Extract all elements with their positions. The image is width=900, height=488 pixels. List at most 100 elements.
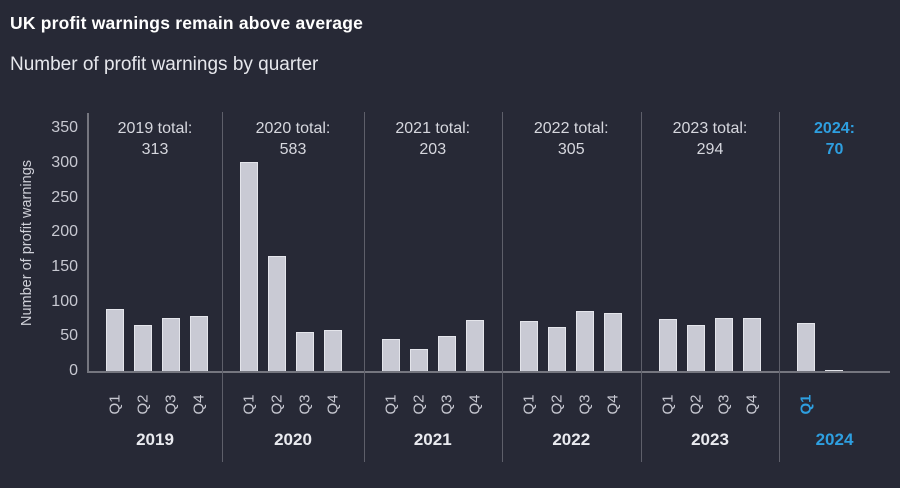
quarter-label: Q1 <box>520 393 538 415</box>
bar-slot <box>715 318 733 371</box>
year-total-value: 70 <box>825 141 844 158</box>
y-tick-label: 100 <box>51 292 78 310</box>
bar-2021-Q4 <box>466 319 484 371</box>
year-label: 2019 <box>136 430 174 449</box>
bar-row <box>641 317 779 371</box>
quarter-label: Q2 <box>548 393 566 415</box>
quarter-label-slot: Q2 <box>687 386 705 422</box>
y-tick-label: 250 <box>51 188 78 206</box>
bar-slot <box>162 317 180 371</box>
quarter-label-slot: Q4 <box>743 386 761 422</box>
quarter-label: Q3 <box>715 393 733 415</box>
quarter-label: Q1 <box>240 393 258 415</box>
quarter-label: Q4 <box>743 393 761 415</box>
bar-row <box>779 322 890 371</box>
bar-slot <box>106 309 124 371</box>
quarter-label: Q3 <box>296 393 314 415</box>
bar-slot <box>466 319 484 371</box>
quarter-label: Q3 <box>162 393 180 415</box>
quarter-label-slot: Q1 <box>797 386 815 422</box>
bar-2019-Q4 <box>190 315 208 371</box>
bar-row <box>88 309 222 371</box>
quarter-label: Q3 <box>438 393 456 415</box>
year-total-annotation: 2019 total: 313 <box>88 118 222 160</box>
year-group-separator <box>501 112 503 462</box>
bar-2019-Q2 <box>134 324 152 371</box>
quarter-label: Q3 <box>576 393 594 415</box>
y-tick-label: 300 <box>51 154 78 172</box>
quarter-label-slot: Q1 <box>106 386 124 422</box>
quarter-label-row: Q1 Q2 Q3 Q4 <box>641 386 779 422</box>
bar-slot <box>603 313 622 371</box>
chart-title: UK profit warnings remain above average <box>10 13 364 33</box>
year-total-annotation: 2022 total: 305 <box>502 118 642 160</box>
y-tick-label: 200 <box>51 223 78 241</box>
quarter-label-slot: Q3 <box>715 386 733 422</box>
bar-2021-Q2 <box>410 348 428 371</box>
bar-2024-stub <box>825 369 843 371</box>
quarter-label: Q1 <box>659 393 677 415</box>
bar-slot <box>519 321 538 371</box>
quarter-label: Q4 <box>604 393 622 415</box>
quarter-label-slot: Q2 <box>134 386 152 422</box>
quarter-label-slot: Q2 <box>410 386 428 422</box>
year-total-annotation: 2021 total: 203 <box>364 118 502 160</box>
quarter-label: Q4 <box>324 393 342 415</box>
bar-row <box>222 162 364 371</box>
year-total-label: 2020 total: <box>255 120 331 137</box>
year-total-annotation: 2024: 70 <box>779 118 890 160</box>
bar-slot <box>410 348 428 371</box>
bar-row <box>364 319 502 371</box>
y-tick-label: 0 <box>69 362 78 379</box>
quarter-label: Q4 <box>190 393 208 415</box>
quarter-label-slot: Q2 <box>268 386 286 422</box>
quarter-label-row: Q1 Q2 Q3 Q4 <box>364 386 502 422</box>
quarter-label: Q1 <box>106 393 124 415</box>
y-tick-label: 50 <box>60 327 78 345</box>
x-axis-line <box>87 371 890 373</box>
bar-2023-Q3 <box>715 318 733 371</box>
quarter-label-slot <box>825 386 843 422</box>
year-label: 2022 <box>552 430 591 449</box>
year-total-value: 203 <box>419 141 447 158</box>
year-label: 2021 <box>413 430 452 449</box>
year-total-value: 305 <box>557 141 585 158</box>
year-total-label: 2022 total: <box>533 120 609 137</box>
chart-subtitle: Number of profit warnings by quarter <box>10 54 319 75</box>
year-group-2022: 2022 total: 305 Q1 Q2 Q3 Q4 2022 <box>502 112 642 462</box>
bar-slot <box>797 322 815 371</box>
quarter-label-slot: Q4 <box>324 386 342 422</box>
year-group-separator <box>364 112 365 462</box>
bar-slot <box>296 331 314 371</box>
bar-2020-Q2 <box>268 255 286 371</box>
quarter-label-slot: Q2 <box>548 386 566 422</box>
year-total-annotation: 2023 total: 294 <box>641 118 779 160</box>
bar-2022-Q3 <box>575 311 594 371</box>
bar-2024-Q1 <box>797 322 815 371</box>
bar-slot <box>134 324 152 371</box>
quarter-label-row: Q1 <box>779 386 890 422</box>
bar-slot <box>324 330 342 371</box>
quarter-label-slot: Q4 <box>466 386 484 422</box>
quarter-label: Q4 <box>466 393 484 415</box>
year-group-2020: 2020 total: 583 Q1 Q2 Q3 Q4 2020 <box>222 112 364 462</box>
bar-row <box>502 311 642 371</box>
bar-slot <box>268 255 286 371</box>
bar-slot <box>825 369 843 371</box>
year-group-separator <box>222 112 223 462</box>
quarter-label: Q1 <box>382 393 400 415</box>
quarter-label-slot: Q4 <box>190 386 208 422</box>
bar-2022-Q4 <box>603 313 622 371</box>
quarter-label-row: Q1 Q2 Q3 Q4 <box>88 386 222 422</box>
y-tick-label: 150 <box>51 258 78 276</box>
year-label: 2024 <box>815 430 854 449</box>
year-total-value: 583 <box>279 141 307 158</box>
bar-slot <box>659 319 677 371</box>
quarter-label-slot: Q1 <box>382 386 400 422</box>
bar-2021-Q1 <box>382 339 400 371</box>
bar-slot <box>190 315 208 371</box>
quarter-label-row: Q1 Q2 Q3 Q4 <box>222 386 364 422</box>
bar-slot <box>438 335 456 371</box>
quarter-label-slot: Q3 <box>296 386 314 422</box>
